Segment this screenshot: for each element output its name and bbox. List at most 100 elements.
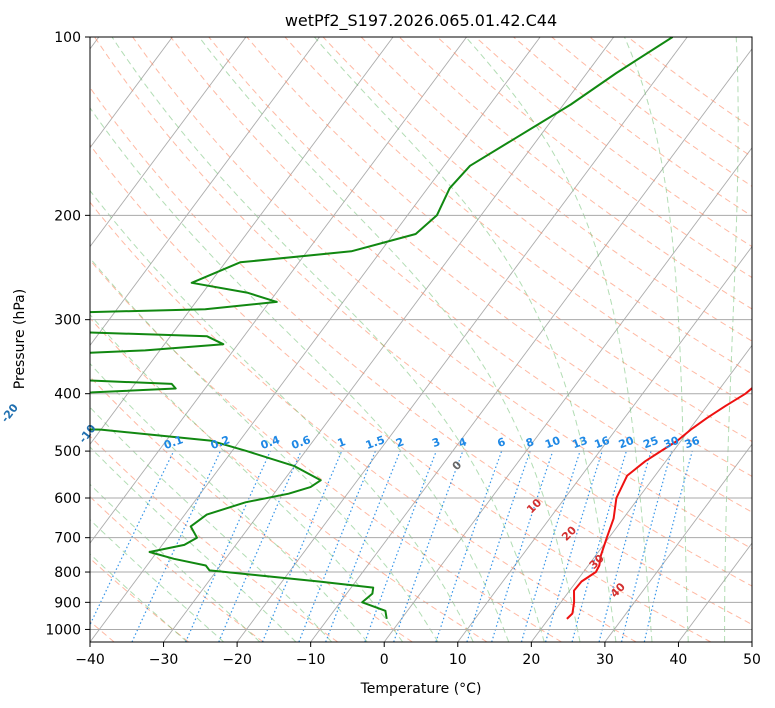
mixing-ratio-line (520, 450, 581, 642)
mixing-ratio-line (491, 450, 554, 642)
moist-adiabat-line (90, 446, 297, 642)
y-tick-label: 200 (54, 208, 81, 224)
mixing-ratio-line (643, 450, 693, 642)
moist-adiabat-line (724, 37, 739, 642)
dry-adiabat-line (90, 144, 712, 642)
dry-adiabat-line (90, 86, 752, 626)
isotherm-line (163, 37, 615, 642)
y-tick-label: 700 (54, 531, 81, 547)
temperature-profile-line (566, 386, 752, 620)
mixing-ratio-line (435, 450, 503, 642)
isotherm-line (90, 37, 320, 347)
isotherm-line (90, 37, 173, 149)
x-tick-label: 50 (743, 652, 761, 668)
mixing-ratio-line (298, 450, 376, 642)
mixing-ratio-label: 16 (593, 434, 612, 452)
dry-adiabat-line (90, 201, 637, 642)
dry-adiabat-line (170, 37, 752, 513)
mixing-ratio-label: 2 (394, 435, 406, 450)
y-tick-label: 800 (54, 565, 81, 581)
moist-adiabat-line (90, 553, 188, 642)
moist-adiabat-line (198, 37, 581, 642)
isotherm-line (457, 245, 752, 642)
mixing-ratio-line (466, 450, 531, 642)
moist-adiabat-line (90, 406, 333, 642)
isotherm-line (90, 37, 394, 446)
dry-adiabat-line (94, 37, 752, 587)
isotherm-line (310, 48, 752, 642)
y-tick-label: 300 (54, 313, 81, 329)
moist-adiabat-line (90, 483, 261, 642)
x-tick-label: −20 (222, 652, 252, 668)
dry-adiabat-line (398, 37, 752, 310)
x-tick-label: −10 (296, 652, 326, 668)
moist-adiabat-line (90, 313, 404, 642)
line-labels: -100-90-80-70-60-50-40-30-20-10010203040… (0, 401, 702, 600)
x-tick-label: −40 (75, 652, 105, 668)
mixing-ratio-label: 30 (662, 434, 681, 452)
moist-adiabat-line (90, 362, 368, 642)
moist-adiabat-line (314, 37, 617, 642)
mixing-ratio-line (325, 450, 401, 642)
chart-title: wetPf2_S197.2026.065.01.42.C44 (285, 11, 557, 31)
mixing-ratio-line (598, 450, 652, 642)
dry-adiabat-line (90, 375, 413, 642)
moist-adiabat-line (90, 107, 510, 642)
moist-adiabat-line (624, 37, 689, 642)
mixing-ratio-label: 4 (457, 435, 469, 450)
dry-adiabat-line (132, 37, 752, 550)
dewpoint-profile-line (90, 37, 674, 620)
mixing-ratio-label: 0.2 (209, 433, 232, 452)
mixing-ratio-label: 25 (641, 434, 660, 451)
x-tick-label: 20 (522, 652, 540, 668)
x-axis-label: Temperature (°C) (360, 681, 482, 697)
x-tick-label: 30 (596, 652, 614, 668)
x-tick-label: 0 (380, 652, 389, 668)
mixing-ratio-line (364, 450, 437, 642)
x-tick-label: 10 (449, 652, 467, 668)
mixing-ratio-label: 0.6 (290, 433, 313, 452)
mixing-ratio-line (571, 450, 627, 642)
mixing-ratio-label: 36 (683, 434, 702, 452)
mixing-ratio-label: 13 (571, 434, 590, 451)
dry-adiabat-line (90, 259, 562, 642)
y-axis-ticks: 100 200 300 400 500 600 700 800 900 1000 (45, 30, 90, 638)
mixing-ratio-label: 6 (496, 435, 508, 450)
mixing-ratio-label: 1 (336, 435, 348, 450)
moist-adiabat-line (90, 519, 224, 642)
background-lines (90, 37, 752, 642)
mixing-ratio-line (545, 450, 603, 642)
y-tick-label: 600 (54, 491, 81, 507)
dry-adiabat-line (246, 37, 752, 443)
dry-adiabat-label: -20 (0, 401, 21, 425)
mixing-ratio-line (621, 450, 673, 642)
y-tick-label: 100 (54, 30, 81, 46)
mixing-ratio-line (393, 450, 464, 642)
isotherm-line (236, 37, 688, 642)
dry-adiabat-line (360, 37, 752, 342)
plot-frame (89, 36, 753, 643)
mixing-ratio-line (185, 450, 271, 642)
profile-series (90, 37, 752, 620)
isotherm-line (90, 37, 247, 248)
x-tick-label: 40 (670, 652, 688, 668)
isotherm-line (90, 37, 541, 642)
plot-background (90, 37, 752, 642)
isotherm-line (90, 37, 467, 544)
mixing-ratio-label: 0.4 (259, 433, 282, 452)
y-tick-label: 1000 (45, 622, 81, 638)
moist-adiabat-line (111, 37, 545, 642)
mixing-ratio-label: 8 (524, 435, 536, 450)
mixing-ratio-label: 0.1 (162, 433, 185, 452)
y-tick-label: 500 (54, 444, 81, 460)
isotherm-line (751, 641, 752, 642)
x-tick-label: −30 (149, 652, 179, 668)
x-axis-ticks: −40 −30 −20 −10 0 10 20 30 40 50 (75, 642, 761, 668)
y-tick-label: 900 (54, 595, 81, 611)
isotherm-line (604, 443, 752, 642)
dry-adiabat-line (208, 37, 752, 477)
moist-adiabat-line (465, 37, 653, 642)
mixing-ratio-line (261, 450, 343, 642)
y-axis-label: Pressure (hPa) (12, 289, 28, 389)
